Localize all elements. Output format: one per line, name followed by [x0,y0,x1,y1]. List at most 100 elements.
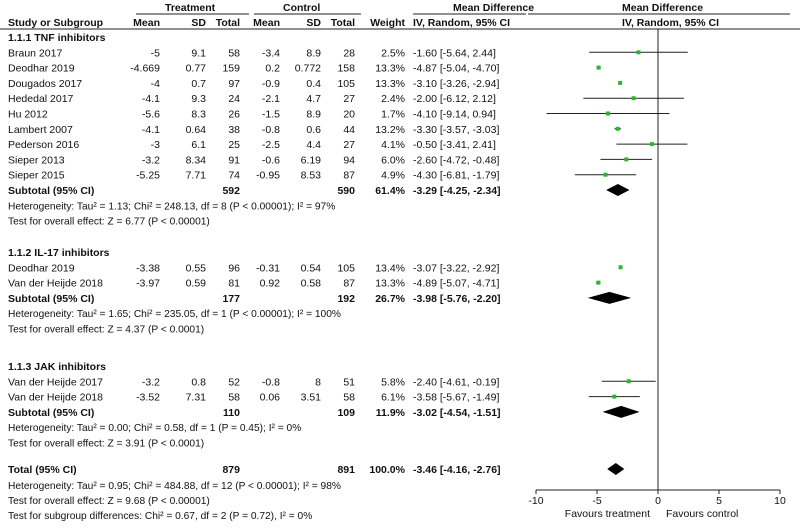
table-header: Treatment Control Mean Difference Mean D… [0,2,800,30]
study-weight: 2.4% [381,93,405,105]
study-md-ci: -4.89 [-5.07, -4.71] [413,278,499,290]
control-sd: 8 [315,376,321,388]
total-diamond [607,463,625,475]
study-weight: 13.2% [375,124,405,136]
treatment-sd: 0.8 [191,376,206,388]
control-mean: -2.5 [262,139,280,151]
study-md-ci: -2.40 [-4.61, -0.19] [413,376,499,388]
subtotal-weight: 11.9% [376,407,406,419]
treatment-total: 81 [228,278,240,290]
overall-effect-text: Test for overall effect: Z = 4.37 (P < 0… [8,325,204,336]
subgroup-heading: 1.1.2 IL-17 inhibitors [8,247,110,259]
treatment-mean: -5.6 [142,109,160,121]
overall-effect-text: Test for overall effect: Z = 6.77 (P < 0… [8,217,210,228]
subgroup-heading: 1.1.3 JAK inhibitors [8,361,106,373]
study-weight: 13.4% [375,262,405,274]
treatment-mean: -3.97 [136,278,160,290]
study-name: Pederson 2016 [8,139,79,151]
study-md-ci: -3.07 [-3.22, -2.92] [413,262,499,274]
subtotal-diamond [602,405,640,418]
treatment-header: Treatment [165,2,216,14]
study-md-ci: -2.60 [-4.72, -0.48] [413,154,499,166]
study-md-ci: -3.30 [-3.57, -3.03] [413,124,499,136]
favours-control-label: Favours control [666,508,738,520]
treatment-mean: -4.1 [142,124,160,136]
subtotal-treatment-total: 592 [222,185,240,197]
subtotal-weight: 61.4% [375,185,405,197]
study-name: Sieper 2015 [8,170,65,182]
control-sd: 8.9 [306,47,321,59]
study-weight: 13.3% [375,63,405,75]
x-tick-label: 10 [774,495,786,507]
study-md-ci: -2.00 [-6.12, 2.12] [413,93,496,105]
effect-point [618,80,623,85]
treatment-total: 52 [228,376,240,388]
study-col-header: Study or Subgroup [8,17,103,29]
control-mean: -0.8 [262,376,280,388]
control-mean: 0.2 [265,63,280,75]
total-weight: 100.0% [369,464,405,476]
subtotal-md-ci: -3.02 [-4.54, -1.51] [413,407,501,419]
control-total: 51 [343,376,355,388]
study-md-ci: -0.50 [-3.41, 2.41] [413,139,496,151]
treatment-mean: -3.52 [136,392,160,404]
x-tick-label: 0 [655,495,661,507]
control-mean: 0.92 [260,278,281,290]
x-tick-label: -10 [528,495,543,507]
subtotal-label: Subtotal (95% CI) [8,293,94,305]
study-weight: 6.1% [381,392,405,404]
control-mean: -2.1 [262,93,280,105]
study-weight: 5.8% [381,376,405,388]
treatment-total: 24 [228,93,240,105]
control-sd: 0.772 [295,63,321,75]
effect-point [649,142,654,147]
total-label: Total (95% CI) [8,464,77,476]
treatment-sd: 6.1 [191,139,206,151]
study-md-ci: -3.10 [-3.26, -2.94] [413,78,499,90]
effect-point [626,379,631,384]
control-header: Control [283,2,320,14]
control-total: 87 [343,170,355,182]
treatment-mean: -4.669 [130,63,160,75]
effect-point [631,96,636,101]
effect-point [596,65,601,70]
heterogeneity-text: Heterogeneity: Tau² = 1.65; Chi² = 235.0… [8,309,341,320]
md-title-left: Mean Difference [453,2,534,14]
study-weight: 6.0% [381,154,405,166]
md-title-right: Mean Difference [622,2,703,14]
study-name: Deodhar 2019 [8,63,75,75]
effect-point [624,157,629,162]
effect-point [636,50,641,55]
study-weight: 2.5% [381,47,405,59]
study-weight: 1.7% [381,109,405,121]
control-sd: 0.54 [301,262,322,274]
study-weight: 13.3% [375,78,405,90]
treatment-sd: 8.34 [186,154,207,166]
control-mean: -0.95 [256,170,280,182]
favours-treatment-label: Favours treatment [565,508,650,520]
forest-rows: 1.1.1 TNF inhibitors Braun 2017 -5 9.1 58 -3.… [8,32,688,522]
treatment-total: 96 [228,262,240,274]
heterogeneity-text: Heterogeneity: Tau² = 1.13; Chi² = 248.1… [8,201,335,212]
treatment-total: 74 [228,170,240,182]
overall-effect-text: Test for overall effect: Z = 3.91 (P < 0… [8,439,204,450]
control-total: 28 [343,47,355,59]
study-name: Van der Heijde 2017 [8,376,103,388]
control-sd: 0.58 [301,278,322,290]
subtotal-control-total: 590 [337,185,355,197]
total-md-ci: -3.46 [-4.16, -2.76] [413,464,501,476]
study-md-ci: -1.60 [-5.64, 2.44] [413,47,496,59]
c-sd-header: SD [306,17,321,29]
subtotal-treatment-total: 110 [223,407,240,419]
t-total-header: Total [216,17,240,29]
treatment-total: 25 [228,139,240,151]
control-total: 158 [337,63,355,75]
effect-point [603,172,608,177]
study-md-ci: -3.58 [-5.67, -1.49] [413,392,499,404]
treatment-sd: 0.64 [186,124,207,136]
effect-point [618,265,623,270]
treatment-total: 91 [228,154,240,166]
md-method-right: IV, Random, 95% CI [622,17,719,29]
x-axis: -10 -5 0 5 10 Favours treatment Favours contro… [528,489,786,520]
